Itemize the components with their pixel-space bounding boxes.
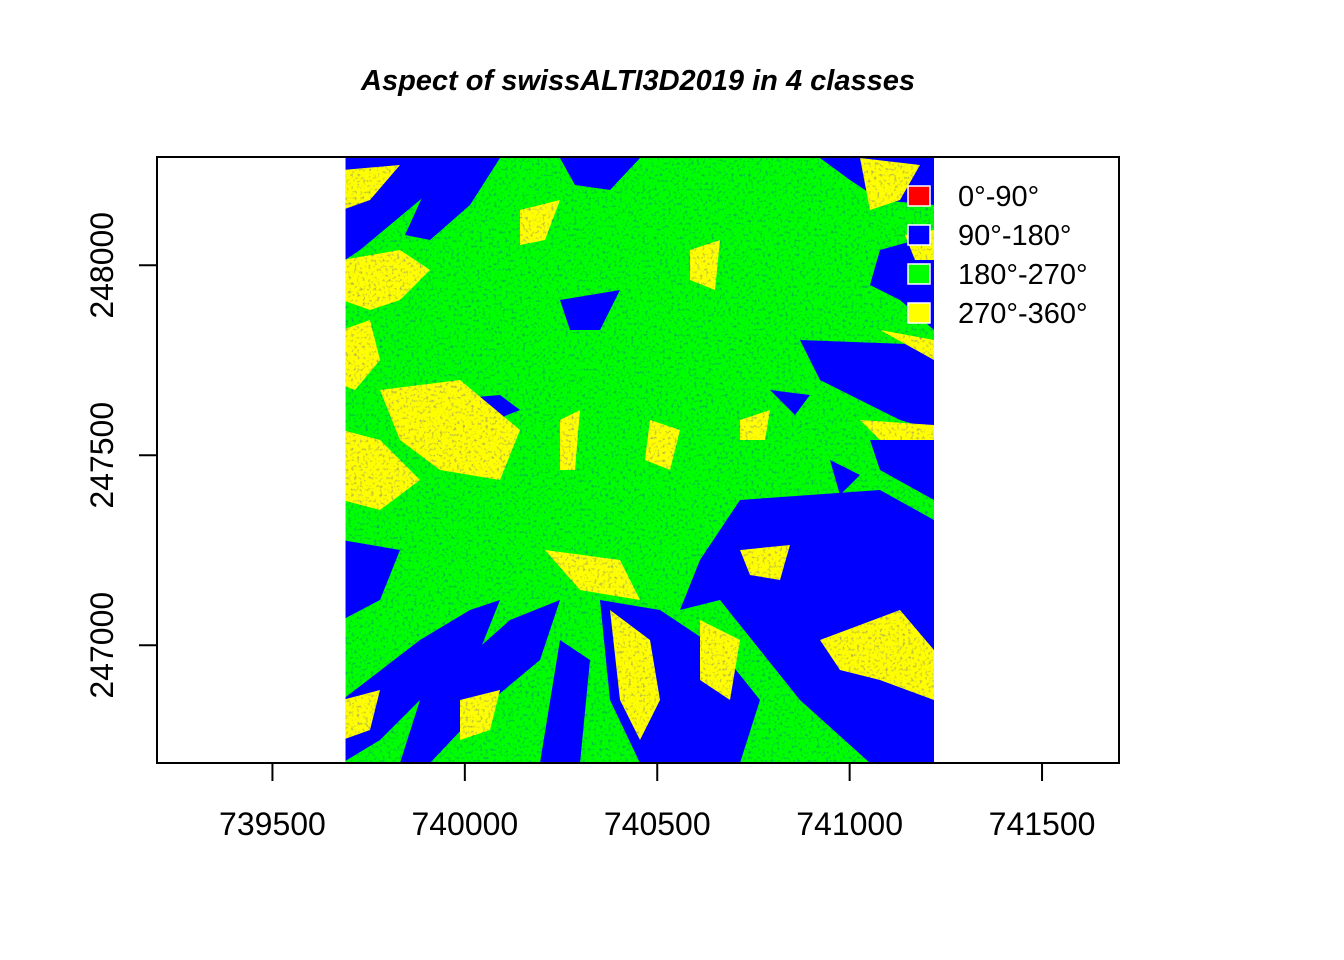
- x-tick-label: 741000: [796, 806, 903, 842]
- y-axis: 247000 247500 248000: [84, 212, 158, 699]
- raster-texture: [345, 158, 934, 763]
- legend-label: 0°-90°: [958, 181, 1039, 213]
- legend-swatch: [907, 185, 931, 207]
- aspect-raster: [345, 158, 934, 763]
- legend-swatch: [907, 263, 931, 285]
- y-tick-label: 247000: [84, 592, 120, 699]
- legend: 0°-90° 90°-180° 180°-270° 270°-360°: [907, 181, 1088, 330]
- x-tick-label: 739500: [219, 806, 326, 842]
- x-tick-label: 740500: [604, 806, 711, 842]
- y-tick-label: 248000: [84, 212, 120, 319]
- legend-label: 270°-360°: [958, 298, 1088, 330]
- legend-label: 90°-180°: [958, 220, 1072, 252]
- legend-swatch: [907, 224, 931, 246]
- x-tick-label: 741500: [989, 806, 1096, 842]
- x-tick-label: 740000: [411, 806, 518, 842]
- legend-swatch: [907, 302, 931, 324]
- y-tick-label: 247500: [84, 402, 120, 509]
- x-axis: 739500 740000 740500 741000 741500: [219, 762, 1096, 842]
- legend-label: 180°-270°: [958, 259, 1088, 291]
- map-title: Aspect of swissALTI3D2019 in 4 classes: [360, 65, 915, 97]
